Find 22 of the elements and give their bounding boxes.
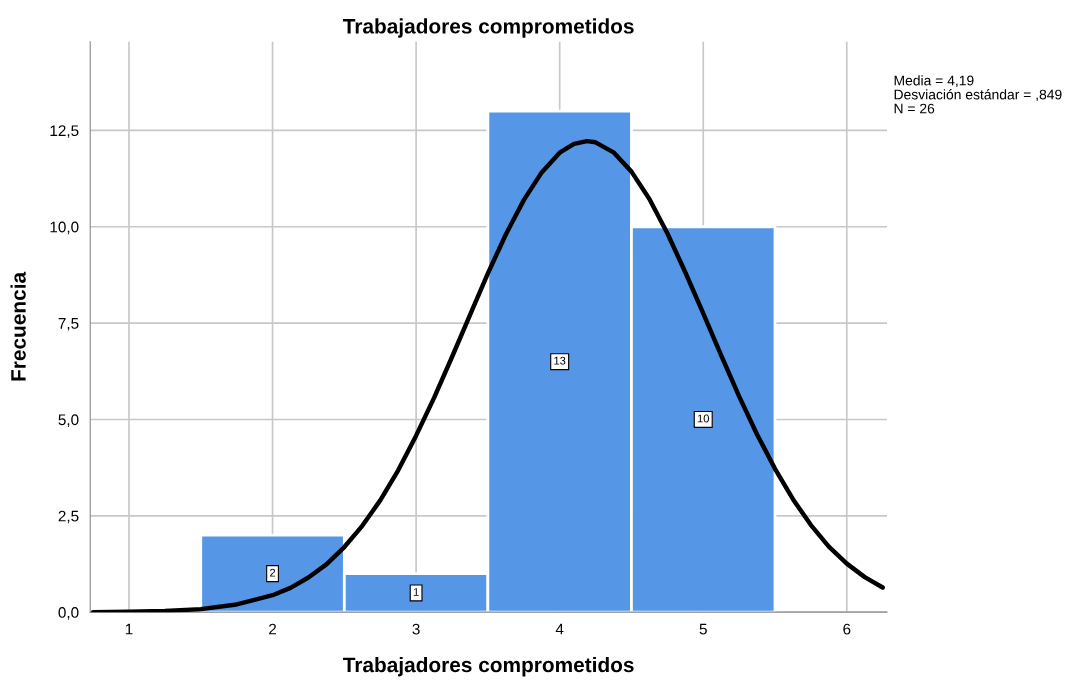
x-tick-label: 3 xyxy=(412,623,420,635)
x-tick-label: 2 xyxy=(269,623,277,635)
y-axis-title: Frecuencia xyxy=(10,271,26,381)
y-tick-label: 2,5 xyxy=(58,510,79,524)
data-label: 1 xyxy=(413,588,419,596)
text: Media = 4,19 xyxy=(894,75,974,88)
text: N = 26 xyxy=(894,103,935,114)
x-tick-label: 1 xyxy=(125,623,133,635)
y-tick-label: 7,5 xyxy=(58,318,79,331)
y-tick-label: 0,0 xyxy=(58,607,79,620)
data-label: 10 xyxy=(697,414,709,423)
x-tick-label: 6 xyxy=(843,623,851,635)
x-tick-label: 4 xyxy=(555,623,564,635)
y-tick-label: 12,5 xyxy=(50,125,79,138)
y-tick-label: 10,0 xyxy=(50,221,79,235)
data-label: 13 xyxy=(554,356,566,365)
y-tick-label: 5,0 xyxy=(58,414,79,427)
text: Desviación estándar = ,849 xyxy=(894,89,1062,102)
chart-title: Trabajadores comprometidos xyxy=(342,18,634,38)
x-axis-title: Trabajadores comprometidos xyxy=(342,656,634,677)
data-label: 2 xyxy=(270,568,276,577)
x-tick-label: 5 xyxy=(699,623,707,635)
